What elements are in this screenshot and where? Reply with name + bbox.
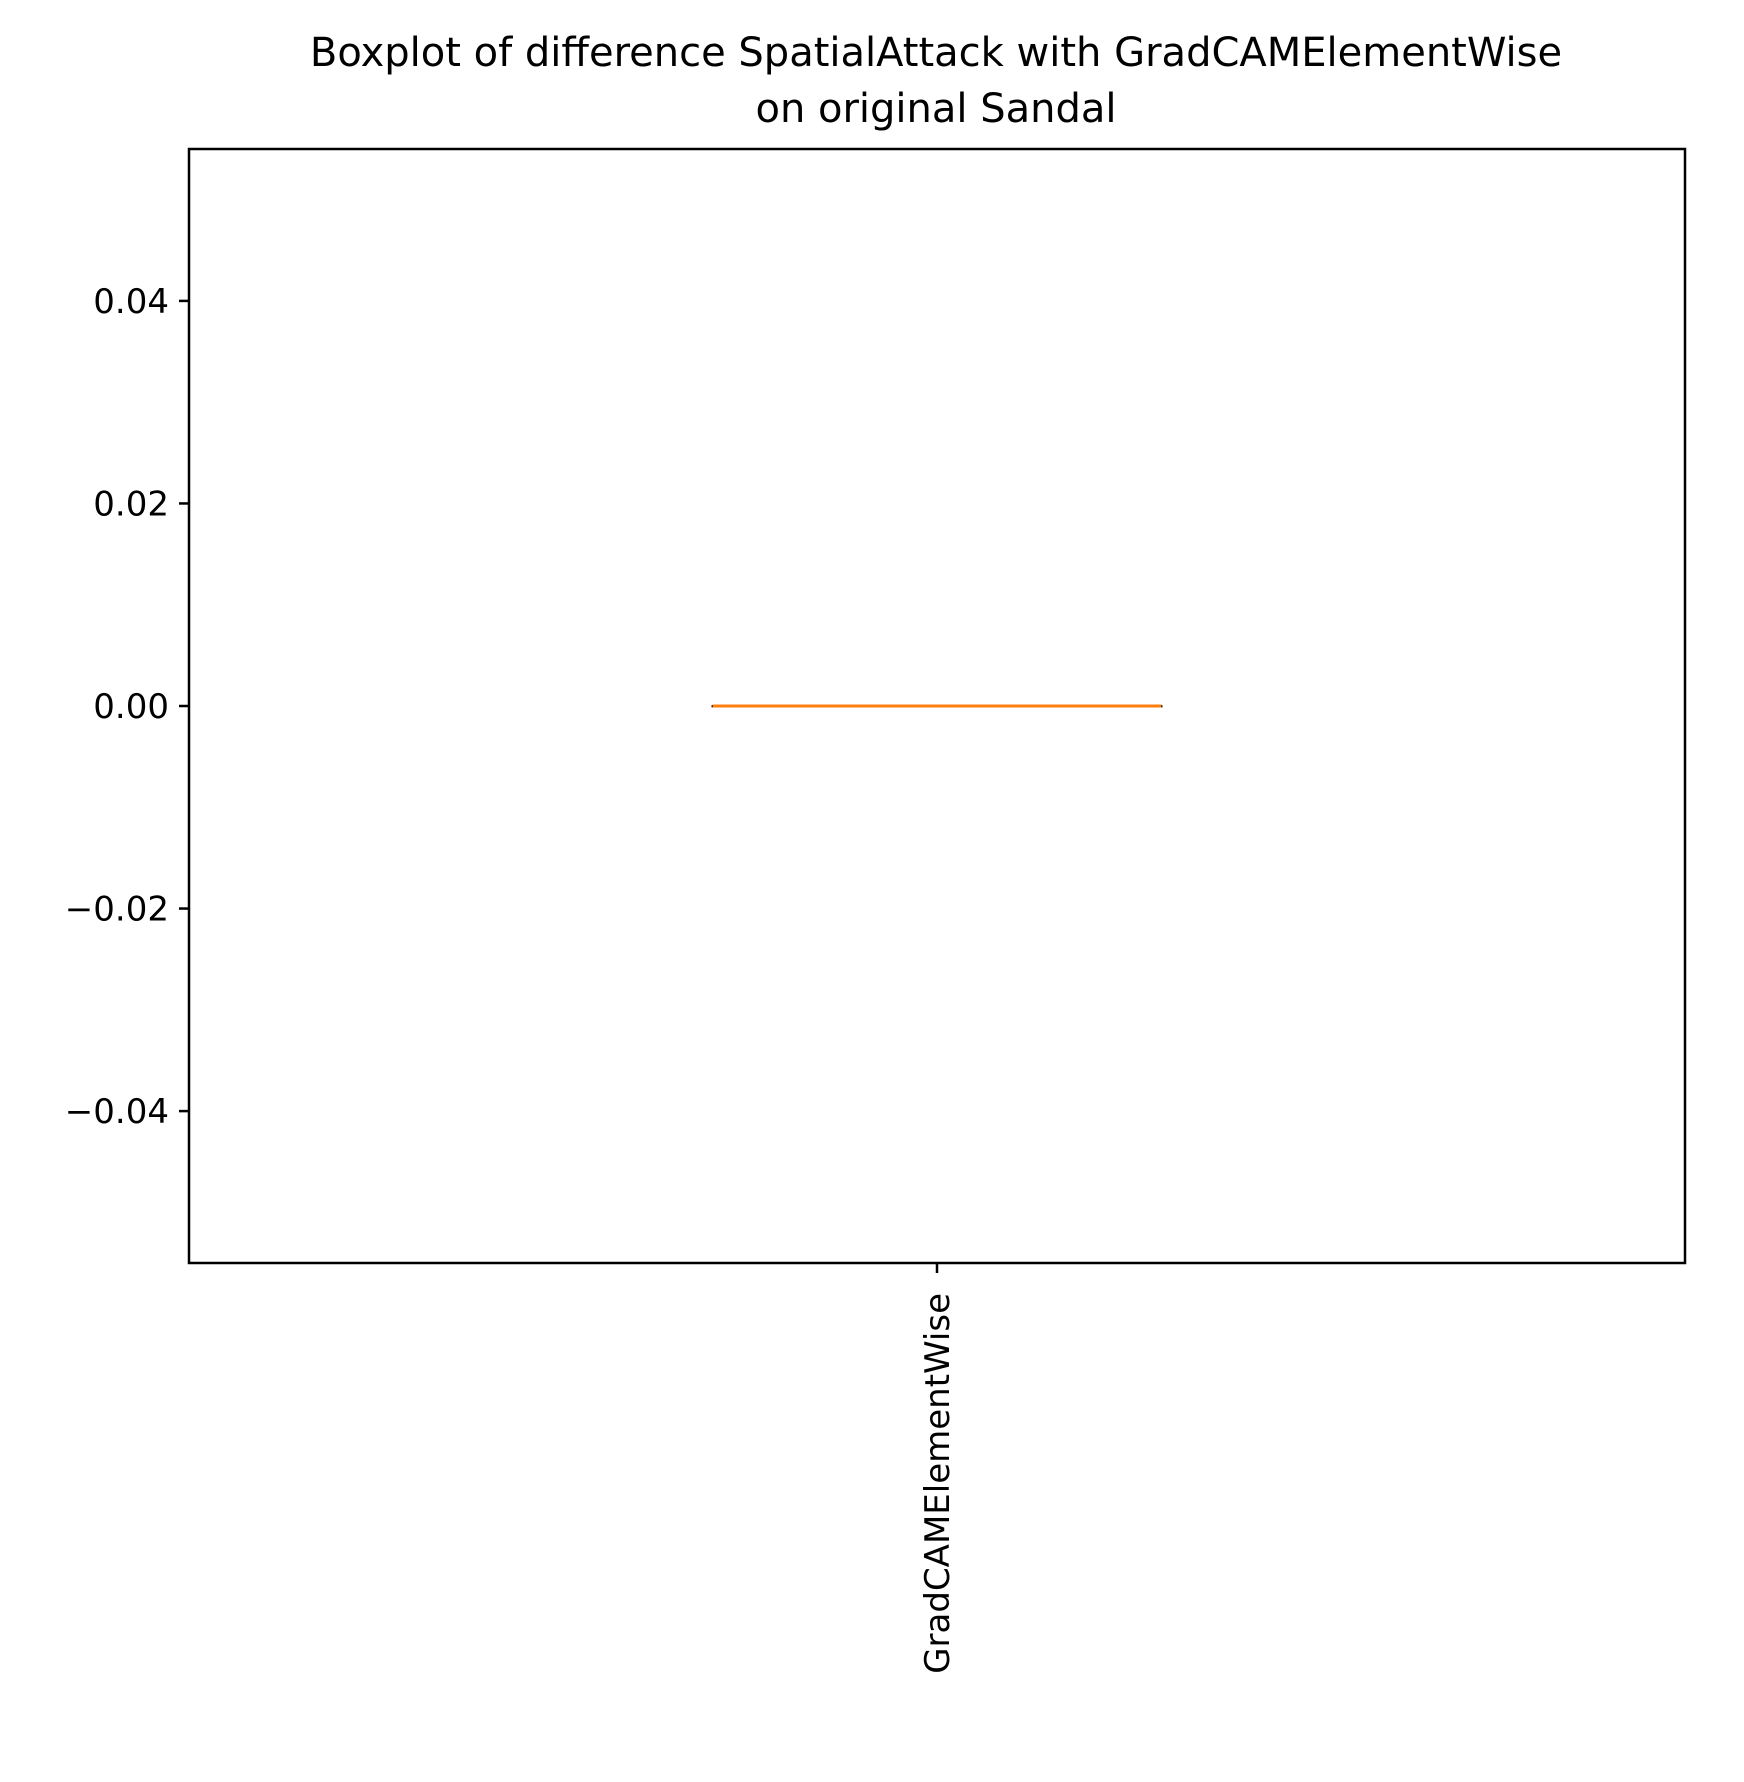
x-axis: GradCAMElementWise [918, 1263, 958, 1674]
y-tick-label: 0.02 [93, 484, 169, 524]
x-tick-label: GradCAMElementWise [918, 1293, 958, 1674]
y-tick-label: −0.04 [65, 1092, 169, 1132]
chart-title-line-1: Boxplot of difference SpatialAttack with… [310, 30, 1562, 76]
y-tick-label: 0.04 [93, 282, 169, 322]
box-group [711, 704, 1163, 708]
plot-area [711, 704, 1163, 708]
y-tick-label: −0.02 [65, 890, 169, 930]
y-axis: −0.04 −0.02 0.00 0.02 0.04 [65, 282, 189, 1132]
y-tick-label: 0.00 [93, 687, 169, 727]
chart-title-line-2: on original Sandal [755, 86, 1116, 132]
